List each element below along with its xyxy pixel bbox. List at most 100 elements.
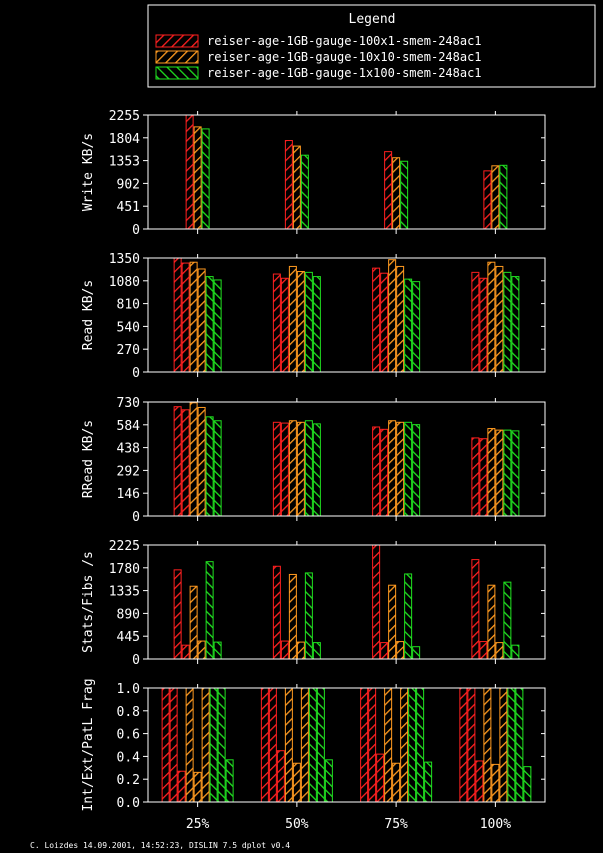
bar-p2-s1-c2-b1 [272, 273, 281, 373]
y-tick-label-5-2: 0.4 [117, 750, 141, 765]
bar-p5-s1-c2-b1 [260, 687, 269, 803]
bar-p5-s2-c3-b2 [392, 762, 401, 803]
bar-p5-s2-c4-b1 [483, 687, 492, 803]
bar-p2-s2-c3-b1 [388, 259, 397, 373]
plot-frame-2 [147, 257, 546, 373]
y-tick-label-2-5: 1350 [109, 252, 140, 267]
bar-p5-s3-c2-b2 [316, 687, 325, 803]
y-axis-label-5: Int/Ext/PatL Frag [81, 678, 96, 811]
bar-p5-s1-c1-b3 [177, 770, 186, 803]
y-tick-label-1-1: 451 [117, 200, 140, 215]
footer-text: C. Loizdes 14.09.2001, 14:52:23, DISLIN … [30, 841, 290, 850]
bar-p5-s2-c1-b2 [193, 771, 202, 803]
bar-p5-s3-c3-b3 [424, 761, 433, 803]
bar-p5-s3-c4-b1 [507, 687, 516, 803]
y-tick-label-3-0: 0 [132, 510, 140, 525]
bar-p3-s1-c2-b2 [280, 422, 289, 517]
bar-p5-s2-c2-b3 [300, 687, 309, 803]
bar-p4-s2-c2-b1 [288, 573, 297, 660]
bar-p5-s1-c1-b1 [161, 687, 170, 803]
plot-frame-3 [147, 401, 546, 517]
y-tick-label-2-1: 270 [117, 343, 140, 358]
bar-p4-s2-c1-b1 [189, 585, 198, 660]
bar-p5-s3-c3-b2 [416, 687, 425, 803]
panel-2: 0 270 540 810 1080 1350 Read KB/s [81, 252, 546, 381]
legend: Legend reiser-age-1GB-gauge-100x1-smem-2… [147, 4, 596, 88]
plot-frame-5 [147, 687, 546, 803]
bar-p3-s2-c1-b1 [189, 402, 198, 517]
panel-4: 0 445 890 1335 1780 2225 Stats/Fibs /s [81, 539, 546, 668]
bar-p2-s1-c4-b2 [479, 277, 488, 373]
y-tick-label-1-2: 902 [117, 177, 140, 192]
bar-p2-s3-c4-b2 [511, 276, 520, 373]
bar-p1-s3-c1-b1 [201, 128, 210, 230]
bar-p1-s1-c2-b1 [284, 140, 293, 230]
bar-p5-s2-c1-b3 [201, 687, 210, 803]
bar-p3-s2-c4-b2 [495, 429, 504, 517]
bar-p4-s1-c1-b2 [181, 644, 190, 660]
y-axis-label-4: Stats/Fibs /s [81, 551, 96, 653]
bar-p4-s3-c1-b2 [213, 641, 222, 660]
bar-p2-s2-c4-b1 [487, 261, 496, 373]
bar-p4-s2-c3-b2 [396, 641, 405, 660]
bar-p4-s2-c4-b2 [495, 642, 504, 660]
bar-p4-s2-c2-b2 [296, 641, 305, 660]
bar-p5-s3-c4-b3 [523, 766, 532, 803]
legend-box [147, 4, 596, 88]
bar-p5-s1-c4-b3 [475, 760, 484, 803]
bar-p4-s2-c1-b2 [197, 640, 206, 660]
bar-p2-s2-c3-b2 [396, 265, 405, 373]
legend-swatch-2 [155, 50, 199, 64]
legend-label-3: reiser-age-1GB-gauge-1x100-smem-248ac1 [207, 66, 482, 80]
bar-p4-s1-c2-b1 [272, 565, 281, 660]
bar-p4-s1-c2-b2 [280, 640, 289, 660]
bar-p3-s3-c3-b1 [404, 421, 413, 517]
bar-p2-s1-c2-b2 [280, 277, 289, 373]
y-tick-label-2-0: 0 [132, 366, 140, 381]
bar-p3-s3-c3-b2 [412, 424, 421, 517]
y-tick-label-3-5: 730 [117, 396, 140, 411]
bar-p3-s2-c2-b1 [288, 420, 297, 517]
legend-title: Legend [349, 12, 396, 27]
bar-p2-s2-c4-b2 [495, 265, 504, 373]
bar-p3-s2-c4-b1 [487, 428, 496, 517]
panel-1: 0 451 902 1353 1804 2255 Write KB/s [81, 109, 546, 238]
y-tick-label-4-5: 2225 [109, 539, 140, 554]
bar-p5-s2-c1-b1 [185, 687, 194, 803]
bar-p5-s3-c1-b2 [217, 687, 226, 803]
bar-p5-s3-c1-b3 [225, 759, 234, 803]
bar-p2-s2-c1-b1 [189, 261, 198, 373]
legend-label-2: reiser-age-1GB-gauge-10x10-smem-248ac1 [207, 50, 482, 64]
bar-p2-s2-c2-b2 [296, 271, 305, 373]
bar-p3-s1-c4-b2 [479, 438, 488, 517]
bar-p4-s2-c4-b1 [487, 584, 496, 660]
bar-p4-s3-c4-b1 [503, 581, 512, 660]
bar-p3-s1-c2-b1 [272, 421, 281, 517]
y-axis-label-3: RRead KB/s [81, 420, 96, 498]
y-tick-label-3-3: 438 [117, 442, 140, 457]
bar-p4-s3-c3-b2 [412, 646, 421, 660]
bar-p1-s2-c2-b1 [292, 145, 301, 230]
bar-p2-s3-c1-b2 [213, 279, 222, 373]
bar-p2-s1-c3-b1 [372, 267, 381, 373]
x-category-label-2: 50% [285, 817, 309, 832]
y-tick-label-3-1: 146 [117, 487, 140, 502]
bar-p5-s2-c3-b1 [384, 687, 393, 803]
bar-p3-s3-c2-b1 [304, 420, 313, 517]
bar-p5-s2-c3-b3 [400, 687, 409, 803]
y-tick-label-4-0: 0 [132, 653, 140, 668]
y-tick-label-2-3: 810 [117, 298, 140, 313]
legend-label-1: reiser-age-1GB-gauge-100x1-smem-248ac1 [207, 34, 482, 48]
bar-p4-s3-c4-b2 [511, 644, 520, 660]
y-tick-label-5-4: 0.8 [117, 705, 140, 720]
y-tick-label-1-0: 0 [132, 223, 140, 238]
y-tick-label-2-4: 1080 [109, 275, 140, 290]
bar-p2-s2-c2-b1 [288, 265, 297, 373]
bar-p5-s1-c2-b2 [268, 687, 277, 803]
bar-p1-s3-c2-b1 [300, 154, 309, 230]
bar-p5-s3-c3-b1 [408, 687, 417, 803]
y-axis-label-1: Write KB/s [81, 133, 96, 211]
x-category-label-3: 75% [384, 817, 408, 832]
bar-p3-s2-c1-b2 [197, 406, 206, 517]
bar-p4-s1-c3-b2 [380, 642, 389, 660]
